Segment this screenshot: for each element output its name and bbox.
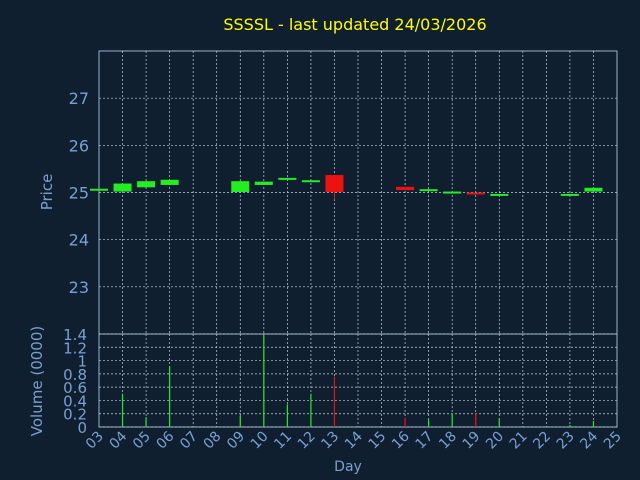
volume-tick-label: 1.4 — [63, 326, 87, 344]
volume-tick-label: 1 — [77, 353, 87, 371]
candle-body — [231, 181, 250, 193]
candle-body — [325, 175, 344, 193]
volume-tick-label: 0.6 — [63, 379, 87, 397]
candle-body — [113, 183, 132, 192]
x-tick-label: 15 — [365, 429, 389, 453]
candle-body — [301, 180, 320, 183]
x-tick-label: 05 — [130, 429, 154, 453]
x-tick-label: 17 — [413, 429, 437, 453]
volume-axis-label: Volume (0000) — [28, 326, 46, 436]
candle-body — [137, 181, 156, 188]
x-tick-label: 11 — [271, 429, 295, 453]
volume-tick-label: 0 — [77, 419, 87, 437]
volume-bar — [333, 376, 336, 427]
candle-body — [560, 193, 579, 196]
volume-bar — [121, 393, 124, 427]
price-tick-label: 23 — [69, 278, 89, 297]
candle-body — [466, 192, 485, 195]
volume-bar — [239, 415, 241, 427]
volume-bar — [98, 425, 100, 427]
x-tick-label: 23 — [554, 429, 578, 453]
volume-bar — [404, 417, 406, 427]
candle-body — [584, 187, 603, 192]
volume-bar — [428, 419, 430, 427]
volume-bar — [569, 425, 571, 427]
x-tick-label: 22 — [530, 429, 554, 453]
candle-body — [278, 177, 297, 180]
volume-bar — [310, 393, 312, 427]
volume-tick-label: 0.4 — [63, 392, 87, 410]
x-tick-label: 06 — [154, 428, 178, 452]
volume-bar — [498, 418, 500, 427]
volume-bar — [475, 413, 477, 427]
x-tick-label: 04 — [106, 428, 130, 452]
volume-bar — [286, 404, 288, 427]
volume-panel: 03 04 05 06 07 08 09 10 11 12 13 14 15 16 17 18 19 20 21 22… — [63, 326, 625, 452]
candle-body — [396, 186, 415, 191]
volume-tick-label: 0.8 — [63, 366, 87, 384]
volume-bar — [145, 417, 147, 427]
x-tick-label: 14 — [342, 428, 366, 452]
volume-bar — [169, 365, 171, 427]
x-tick-label: 16 — [389, 428, 413, 452]
x-tick-label: 10 — [248, 429, 272, 453]
x-tick-label: 07 — [177, 429, 201, 453]
candle-body — [490, 193, 509, 196]
volume-bar — [592, 421, 595, 427]
x-tick-label: 13 — [318, 429, 342, 453]
x-tick-label: 19 — [460, 429, 484, 453]
price-panel: 23 24 25 26 27 — [69, 50, 618, 335]
x-tick-label: 24 — [577, 428, 601, 452]
x-tick-label: 09 — [224, 429, 248, 453]
candle-body — [443, 191, 462, 194]
chart-title: SSSSL - last updated 24/03/2026 — [223, 15, 486, 34]
x-tick-label: 08 — [201, 429, 225, 453]
price-axis-label: Price — [38, 174, 56, 211]
candle-body — [419, 189, 438, 192]
price-tick-label: 24 — [69, 231, 89, 250]
x-tick-label: 21 — [507, 429, 531, 453]
x-tick-label: 25 — [601, 429, 625, 453]
volume-tick-label: 1.2 — [63, 339, 87, 357]
volume-bar — [451, 413, 453, 427]
candle-body — [254, 181, 273, 185]
x-tick-label: 20 — [483, 429, 507, 453]
price-tick-label: 25 — [69, 184, 89, 203]
price-tick-label: 27 — [69, 89, 89, 108]
x-tick-label: 18 — [436, 429, 460, 453]
x-axis-label: Day — [334, 459, 362, 475]
candle-body — [160, 179, 179, 185]
candle-body — [90, 188, 108, 191]
volume-tick-label: 0.2 — [63, 406, 87, 424]
volume-bar — [263, 335, 265, 427]
x-tick-label: 12 — [295, 429, 319, 453]
price-tick-label: 26 — [69, 136, 89, 155]
